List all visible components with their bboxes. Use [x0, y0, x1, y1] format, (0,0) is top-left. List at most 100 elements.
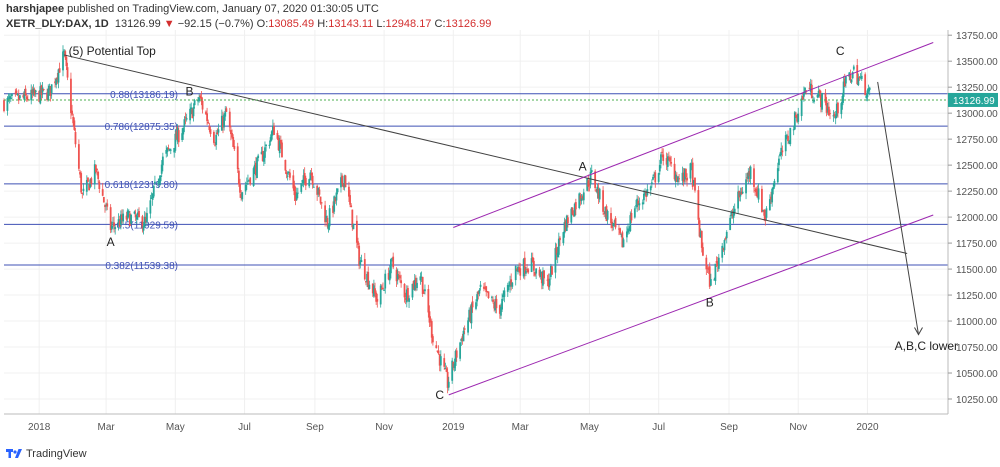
- candle-body: [757, 188, 760, 200]
- candle-body: [160, 164, 163, 174]
- tradingview-logo-icon[interactable]: [6, 448, 22, 460]
- candle-body: [557, 238, 560, 255]
- candle-body: [26, 98, 29, 101]
- candle-body: [392, 256, 395, 268]
- candle-body: [262, 155, 265, 162]
- candle-body: [525, 270, 527, 274]
- candle-body: [514, 265, 517, 281]
- candle-body: [707, 268, 710, 270]
- candle-body: [436, 350, 439, 352]
- arrow-head-icon: [914, 327, 923, 336]
- candle-body: [206, 113, 208, 122]
- candle-body: [30, 89, 33, 101]
- candle-body: [252, 168, 255, 187]
- y-tick-label: 11250.00: [956, 291, 997, 302]
- axes: 13750.00 13500.00 13250.00 13000.00 12750.00…: [4, 30, 998, 433]
- x-tick-label: Nov: [789, 422, 807, 433]
- candle-body: [487, 291, 490, 298]
- candle-body: [555, 247, 558, 255]
- candle-body: [548, 279, 551, 286]
- candle-body: [732, 210, 735, 218]
- candle-body: [508, 285, 510, 287]
- candle-body: [590, 170, 593, 173]
- candle-body: [40, 85, 43, 95]
- candle-body: [447, 381, 450, 388]
- candle-body: [431, 336, 434, 343]
- candle-body: [64, 51, 67, 58]
- candle-body: [261, 151, 264, 162]
- candle-body: [682, 172, 685, 182]
- brand-name[interactable]: TradingView: [26, 448, 87, 460]
- candle-body: [16, 94, 19, 96]
- candle-body: [459, 342, 462, 359]
- candle-body: [11, 93, 13, 96]
- candle-body: [50, 84, 53, 94]
- symbol-label: XETR_DLY:DAX, 1D: [6, 18, 109, 30]
- candle-body: [549, 265, 552, 277]
- candle-body: [317, 188, 320, 195]
- x-tick-label: Mar: [97, 422, 115, 433]
- candle-body: [174, 133, 177, 151]
- candle-body: [740, 191, 743, 195]
- candle-body: [129, 213, 131, 227]
- y-tick-label: 13250.00: [956, 83, 998, 94]
- candle-body: [427, 289, 430, 313]
- candle-body: [110, 225, 113, 229]
- candle-body: [74, 132, 77, 145]
- x-tick-label: Nov: [375, 422, 393, 433]
- candle-body: [579, 195, 582, 201]
- candle-body: [325, 215, 328, 222]
- candle-body: [842, 81, 845, 97]
- x-tick-label: Mar: [512, 422, 530, 433]
- candle-body: [641, 202, 644, 205]
- candle-body: [134, 214, 137, 218]
- author-name[interactable]: harshjapee: [6, 3, 65, 15]
- candle-body: [169, 149, 172, 151]
- candle-body: [467, 320, 469, 333]
- candle-body: [691, 162, 694, 187]
- candle-body: [118, 220, 121, 227]
- candle-body: [276, 132, 279, 139]
- candle-body: [653, 174, 656, 176]
- candle-body: [622, 239, 625, 248]
- candle-body: [292, 175, 295, 189]
- y-tick-label: 11500.00: [956, 265, 997, 276]
- candle-body: [294, 192, 297, 201]
- candle-body: [737, 191, 739, 209]
- candle-body: [500, 307, 502, 316]
- candle-body: [42, 88, 45, 90]
- candle-body: [236, 146, 239, 170]
- candle-body: [705, 257, 708, 270]
- candle-body: [384, 273, 387, 289]
- candle-body: [709, 279, 712, 286]
- publish-info: published on TradingView.com, January 07…: [67, 3, 379, 15]
- candle-body: [477, 291, 480, 295]
- candle-body: [336, 188, 339, 193]
- candle-body: [237, 170, 240, 185]
- candle-body: [184, 117, 187, 119]
- candle-body: [104, 205, 106, 207]
- candle-body: [859, 76, 862, 78]
- candle-body: [483, 286, 485, 289]
- candle-body: [81, 192, 84, 194]
- candle-body: [228, 111, 231, 128]
- candle-body: [475, 302, 477, 309]
- candle-body: [214, 144, 216, 146]
- candle-body: [374, 288, 376, 294]
- candle-body: [821, 92, 823, 110]
- candle-body: [826, 108, 829, 111]
- candle-body: [484, 287, 486, 289]
- candle-body: [7, 97, 10, 99]
- candle-body: [319, 196, 322, 204]
- candle-body: [97, 171, 100, 179]
- candle-body: [376, 298, 379, 302]
- candle-body: [468, 309, 471, 321]
- candle-body: [208, 125, 211, 131]
- candle-body: [318, 189, 321, 195]
- candle-body: [324, 205, 326, 223]
- candle-body: [824, 92, 827, 103]
- candle-body: [792, 129, 795, 131]
- candle-body: [230, 130, 232, 135]
- candle-body: [582, 192, 585, 201]
